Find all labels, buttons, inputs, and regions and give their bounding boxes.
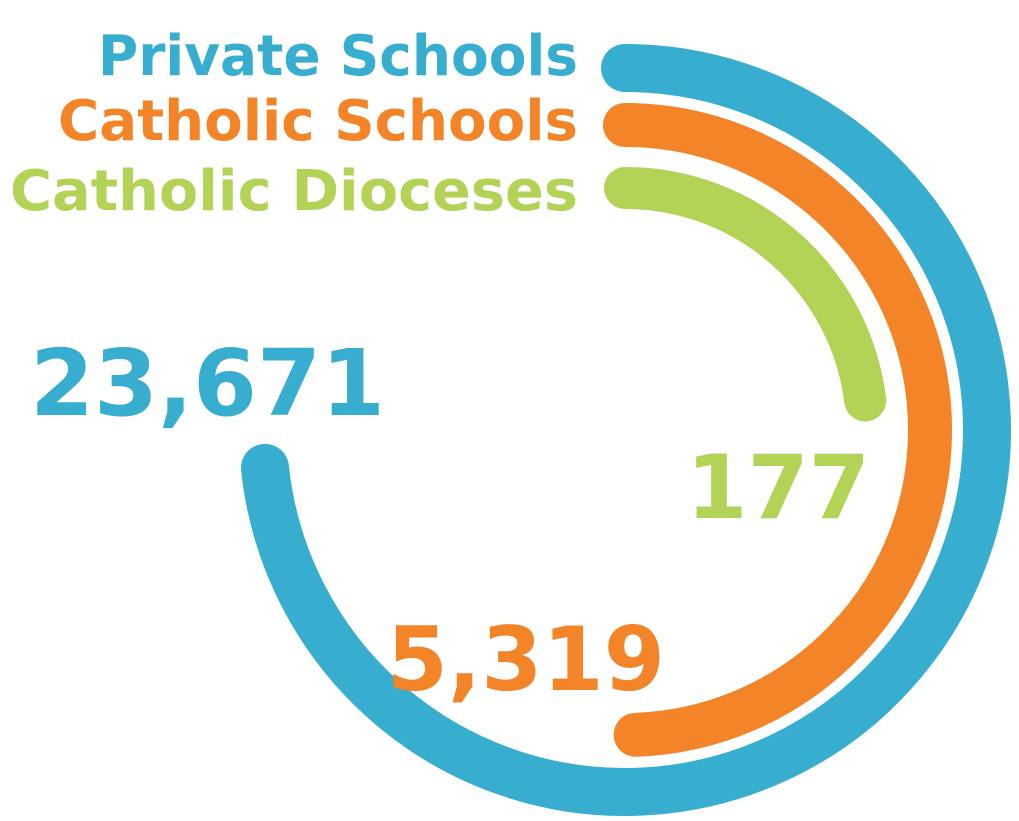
category-label: Private Schools xyxy=(98,24,578,89)
value-label: 23,671 xyxy=(30,330,385,437)
arc xyxy=(603,103,952,757)
value-label: 5,319 xyxy=(387,608,665,711)
category-label: Catholic Schools xyxy=(58,89,578,154)
category-label: Catholic Dioceses xyxy=(10,159,578,224)
arc xyxy=(604,167,887,422)
arc xyxy=(240,44,1011,816)
value-label: 177 xyxy=(686,436,870,539)
